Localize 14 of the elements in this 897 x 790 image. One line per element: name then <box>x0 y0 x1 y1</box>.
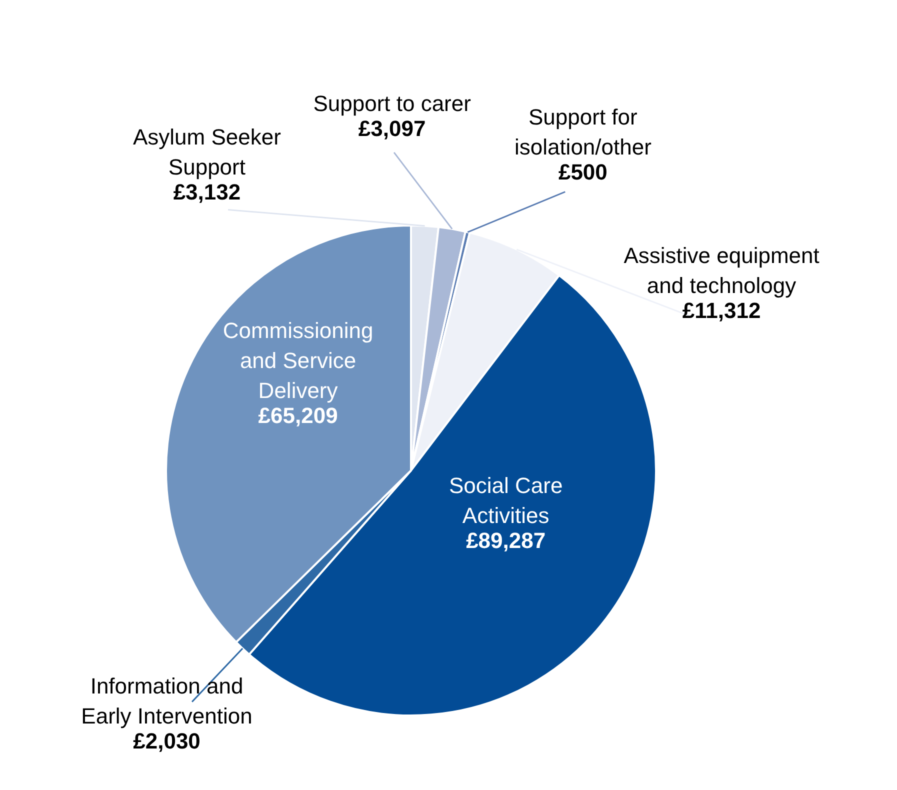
slice-label: Commissioning and Service Delivery <box>222 318 374 404</box>
slice-label: Support for isolation/other <box>514 104 652 160</box>
slice-label: Information and Early Intervention <box>81 673 252 728</box>
data-label: £65,209 <box>258 403 338 428</box>
data-label: £500 <box>558 160 608 185</box>
slice-label: Assistive equipment and technology <box>624 242 820 298</box>
data-label: £89,287 <box>466 528 546 554</box>
data-label: £2,030 <box>133 728 200 754</box>
slice-label: Social Care Activities <box>448 473 563 528</box>
data-label: £11,312 <box>682 298 761 323</box>
slice-label: Asylum Seeker Support <box>132 124 281 180</box>
slice-label: Support to carer <box>313 90 471 116</box>
data-label: £3,132 <box>173 180 241 205</box>
data-label: £3,097 <box>358 116 426 141</box>
